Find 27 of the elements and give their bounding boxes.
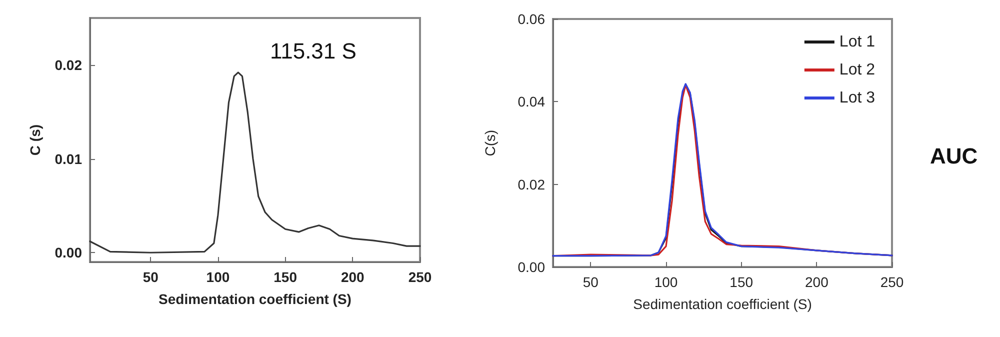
x-tick-label: 150 <box>274 269 298 285</box>
y-tick-label: 0.02 <box>518 176 546 192</box>
x-tick-label: 50 <box>142 269 159 285</box>
line-series <box>89 72 421 254</box>
x-axis-title: Sedimentation coefficient (S) <box>633 296 812 312</box>
y-tick-label: 0.00 <box>518 259 546 275</box>
x-tick-label: 100 <box>206 269 230 285</box>
y-tick-label: 0.00 <box>54 244 82 261</box>
y-axis-title: C (s) <box>27 124 43 156</box>
y-tick-label: 0.04 <box>518 94 546 110</box>
legend-label: Lot 2 <box>839 62 876 78</box>
x-tick-label: 150 <box>730 274 754 290</box>
annotation: 115.31 S <box>270 38 356 64</box>
legend-label: Lot 1 <box>839 34 876 50</box>
x-tick-label: 250 <box>408 269 432 285</box>
x-axis-title: Sedimentation coefficient (S) <box>158 291 352 307</box>
legend-label: Lot 3 <box>839 90 876 106</box>
y-tick-label: 0.02 <box>54 56 82 73</box>
x-tick-label: 200 <box>340 269 365 285</box>
text: AUC <box>930 144 978 168</box>
x-tick-label: 250 <box>880 274 904 290</box>
y-tick-label: 0.01 <box>54 150 82 167</box>
y-axis-title: C(s) <box>482 130 498 156</box>
y-tick-label: 0.06 <box>518 11 546 27</box>
x-tick-label: 200 <box>804 274 829 290</box>
x-tick-label: 50 <box>582 274 599 290</box>
x-tick-label: 100 <box>654 274 678 290</box>
